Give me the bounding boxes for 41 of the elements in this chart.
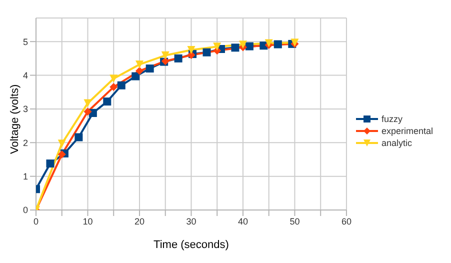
point xyxy=(84,99,92,108)
y-tick-label: 4 xyxy=(22,70,28,80)
point xyxy=(231,44,240,52)
point xyxy=(274,40,282,48)
point xyxy=(213,42,222,51)
point xyxy=(117,81,126,90)
point xyxy=(135,60,144,68)
legend-label: analytic xyxy=(381,138,412,148)
point xyxy=(110,83,118,92)
point xyxy=(245,42,254,50)
y-tick-label: 5 xyxy=(22,36,28,47)
point xyxy=(187,46,196,54)
y-tick-label: 0 xyxy=(22,205,28,216)
x-tick-label: 10 xyxy=(82,216,93,226)
point xyxy=(58,150,66,158)
legend-label: experimental xyxy=(381,126,433,136)
y-tick-label: 1 xyxy=(22,172,28,182)
point xyxy=(103,98,112,106)
x-tick-label: 0 xyxy=(33,216,39,226)
point xyxy=(74,133,83,142)
point xyxy=(135,66,144,75)
y-axis-title: Voltage (volts) xyxy=(8,84,21,154)
x-axis-title: Time (seconds) xyxy=(154,239,229,251)
point xyxy=(161,51,170,60)
x-tick-label: 30 xyxy=(186,216,196,226)
x-tick-label: 40 xyxy=(238,216,248,226)
point xyxy=(202,48,211,56)
point xyxy=(238,40,247,49)
point xyxy=(46,160,54,168)
x-tick-label: 60 xyxy=(341,216,352,226)
y-tick-label: 2 xyxy=(22,138,28,148)
point xyxy=(174,54,182,62)
point xyxy=(58,140,66,148)
point xyxy=(132,72,140,80)
legend-label: fuzzy xyxy=(381,114,402,124)
point xyxy=(110,74,118,83)
point xyxy=(146,64,154,73)
x-tick-label: 50 xyxy=(290,216,300,226)
y-tick-label: 3 xyxy=(22,104,28,114)
x-tick-label: 20 xyxy=(134,216,144,226)
point xyxy=(84,108,92,116)
